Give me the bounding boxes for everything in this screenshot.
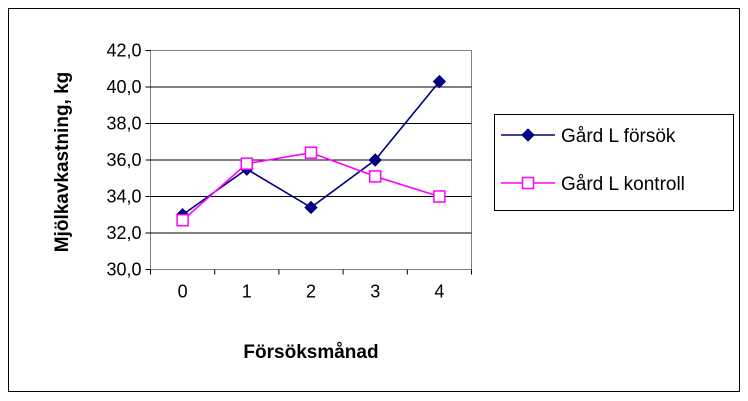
data-point [368, 153, 382, 167]
x-tick-label: 0 [178, 282, 188, 302]
data-point [433, 190, 446, 203]
legend-item: Gård L försök [501, 126, 676, 147]
x-tick-label: 4 [434, 282, 444, 302]
data-point [304, 200, 318, 215]
y-tick-label: 40,0 [106, 77, 141, 97]
series-layer [175, 74, 447, 227]
x-tick-label: 2 [306, 282, 316, 302]
legend: Gård L försök Gård L kontroll [494, 114, 734, 211]
data-point [432, 74, 447, 89]
data-point [304, 146, 318, 159]
y-axis-title: Mjölkavkastning, kg [52, 72, 73, 253]
y-tick-label: 30,0 [106, 260, 141, 280]
legend-item: Gård L kontroll [501, 174, 685, 195]
x-axis-title: Försöksmånad [243, 342, 378, 363]
x-tick-label: 1 [242, 282, 252, 302]
y-tick-label: 32,0 [106, 223, 141, 243]
x-tick-label: 3 [370, 282, 380, 302]
series-2 [176, 146, 446, 227]
x-axis-ticks: 0 1 2 3 4 [150, 269, 472, 302]
legend-box [494, 114, 734, 211]
legend-label: Gård L kontroll [561, 174, 685, 195]
data-point [176, 213, 189, 227]
y-tick-label: 38,0 [106, 114, 141, 134]
data-point [240, 157, 254, 170]
y-axis-ticks: 30,0 32,0 34,0 36,0 38,0 40,0 42,0 [106, 41, 151, 280]
legend-marker [521, 128, 535, 142]
gridlines [150, 86, 472, 234]
legend-marker [521, 176, 535, 190]
y-tick-label: 36,0 [106, 150, 141, 170]
y-tick-label: 42,0 [106, 41, 141, 61]
data-point [368, 170, 382, 183]
y-tick-label: 34,0 [106, 187, 141, 207]
legend-label: Gård L försök [561, 126, 676, 147]
